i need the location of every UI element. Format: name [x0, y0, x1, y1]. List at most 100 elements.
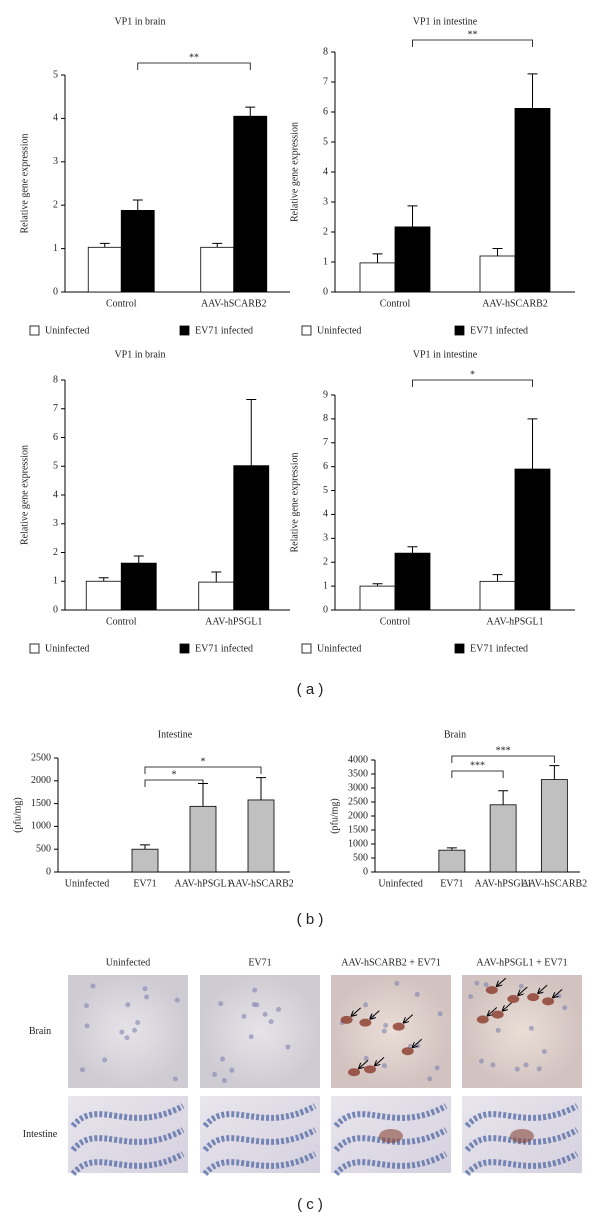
arrow: [503, 1002, 513, 1011]
cell: [132, 1027, 138, 1033]
y-tick-label: 0: [323, 604, 328, 615]
legend-swatch: [179, 325, 190, 336]
stained-cell: [485, 986, 498, 995]
cell: [495, 1027, 501, 1033]
legend-swatch: [301, 643, 312, 654]
x-tick-label: Control: [106, 298, 137, 309]
x-tick-label: EV71: [440, 878, 463, 889]
arrow: [538, 984, 548, 993]
stained-cells: [379, 1129, 403, 1143]
x-tick-label: AAV-hSCARB2: [522, 878, 588, 889]
chart: VP1 in brain Relative gene expression 0 1 2 3…: [19, 349, 290, 654]
y-tick-label: 8: [323, 413, 328, 424]
cell: [285, 1044, 291, 1050]
cell: [562, 1005, 568, 1011]
y-tick-label: 7: [323, 76, 328, 87]
cell: [102, 1057, 108, 1063]
cell: [220, 1056, 226, 1062]
x-tick-label: EV71: [133, 878, 156, 889]
tissue-fold: [333, 1103, 448, 1129]
significance-bracket: [412, 379, 533, 387]
error-bar: [211, 571, 222, 583]
chart-title: VP1 in intestine: [413, 16, 478, 27]
cell: [142, 986, 148, 992]
x-tick-label: Uninfected: [378, 878, 422, 889]
significance-label: ***: [470, 760, 485, 771]
cell: [252, 987, 258, 993]
y-tick-label: 8: [53, 374, 58, 385]
significance-bracket: [451, 770, 504, 778]
error-bar: [372, 583, 383, 587]
cell: [437, 1011, 443, 1017]
cell: [536, 1066, 542, 1072]
stained-cell: [364, 1065, 377, 1074]
y-axis-label: Relative gene expression: [19, 445, 30, 545]
tissue-fold: [202, 1103, 317, 1129]
error-bar: [492, 248, 503, 256]
x-tick-label: AAV-hSCARB2: [482, 298, 548, 309]
bar: [247, 799, 275, 873]
legend-label: Uninfected: [45, 643, 89, 654]
stained-cell: [392, 1022, 405, 1031]
stained-cells: [510, 1129, 534, 1143]
y-tick-label: 3: [323, 196, 328, 207]
legend-swatch: [301, 325, 312, 336]
y-tick-label: 3: [53, 518, 58, 529]
y-tick-label: 1: [53, 243, 58, 254]
arrow: [375, 1057, 385, 1065]
y-axis-label: Relative gene expression: [19, 134, 30, 234]
y-tick-label: 4000: [348, 754, 368, 765]
y-axis-label: Relative gene expression: [289, 122, 300, 222]
y-tick-label: 0: [46, 866, 51, 877]
micrograph-panel: Uninfected EV71 AAV-hSCARB2 + EV71 AAV-hPSG…: [23, 957, 582, 1177]
arrow: [413, 1038, 423, 1047]
cell: [381, 1063, 387, 1069]
cell: [119, 1029, 125, 1035]
significance-bracket: [144, 766, 262, 774]
stained-cell: [491, 1010, 504, 1019]
legend-swatch: [29, 325, 40, 336]
bar: [514, 108, 551, 293]
stained-cell: [507, 995, 520, 1004]
cell: [124, 1035, 130, 1041]
chart-title: VP1 in intestine: [413, 349, 478, 360]
cell: [174, 997, 180, 1003]
x-tick-label: Control: [106, 616, 137, 627]
y-tick-label: 4: [323, 509, 328, 520]
y-tick-label: 2500: [31, 752, 51, 763]
bar: [479, 255, 516, 293]
stained-cell: [340, 1015, 353, 1024]
y-tick-label: 500: [353, 852, 368, 863]
cell: [229, 1067, 235, 1073]
error-bar: [245, 106, 256, 117]
legend-swatch: [454, 325, 465, 336]
y-tick-label: 2: [53, 547, 58, 558]
significance-label: ***: [496, 745, 511, 756]
arrow: [497, 977, 507, 986]
stained-cell: [359, 1018, 372, 1027]
y-tick-label: 1500: [31, 798, 51, 809]
cell: [490, 1062, 496, 1068]
error-bar: [372, 253, 383, 263]
bar: [359, 585, 396, 611]
cell: [84, 1023, 90, 1029]
bar: [87, 246, 122, 293]
error-bar: [133, 555, 144, 564]
significance-bracket: [412, 39, 533, 47]
bar: [85, 580, 122, 611]
arrow: [359, 1059, 369, 1068]
cell: [172, 1076, 178, 1082]
bar: [120, 562, 157, 611]
x-tick-label: AAV-hSCARB2: [201, 298, 267, 309]
cell: [468, 994, 474, 1000]
cell: [276, 1006, 282, 1012]
y-tick-label: 8: [323, 46, 328, 57]
legend-label: EV71 infected: [470, 325, 528, 336]
tissue-fold: [464, 1151, 579, 1177]
significance-bracket: [144, 779, 204, 787]
stained-cell: [401, 1047, 414, 1056]
legend-label: EV71 infected: [470, 643, 528, 654]
bar: [438, 849, 466, 873]
cell: [483, 982, 489, 988]
arrow: [370, 1010, 380, 1019]
